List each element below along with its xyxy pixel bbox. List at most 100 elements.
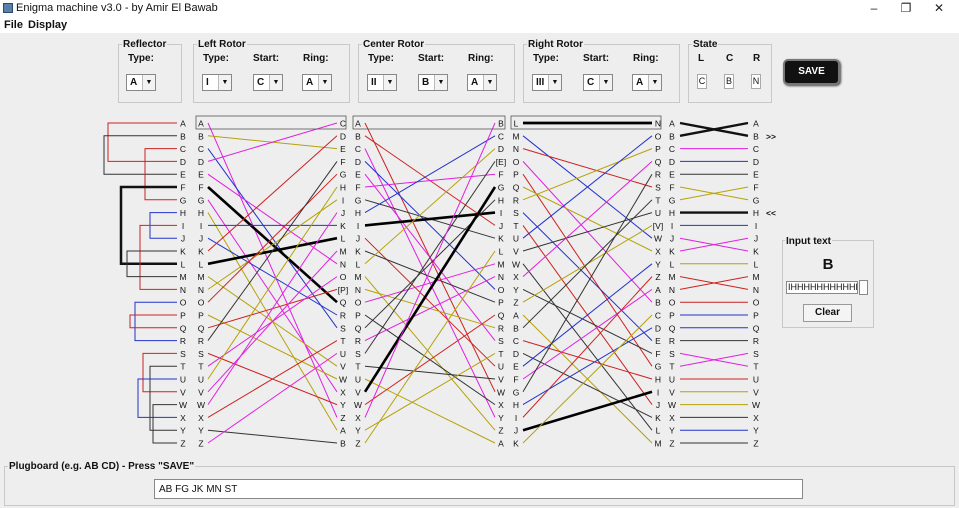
right-rotor-ring-value: A xyxy=(636,77,644,88)
right-rotor-window xyxy=(510,115,662,130)
right-rotor-type-value: III xyxy=(536,77,545,88)
right-rotor-type-select[interactable]: III ▼ xyxy=(532,74,562,91)
center-rotor-type-select[interactable]: II ▼ xyxy=(367,74,397,91)
center-rotor-ring-select[interactable]: A ▼ xyxy=(467,74,497,91)
wire-letter: J xyxy=(754,234,758,244)
wire-letter: J xyxy=(656,400,660,410)
plugboard-group xyxy=(4,466,955,506)
wire-letter: I xyxy=(342,195,344,205)
reflector-type-select[interactable]: A ▼ xyxy=(126,74,156,91)
wire-letter: B xyxy=(198,131,204,141)
wire-letter: U xyxy=(753,375,759,385)
wire-letter: H xyxy=(513,400,519,410)
plugboard-title: Plugboard (e.g. AB CD) - Press "SAVE" xyxy=(8,461,196,472)
state-c-field[interactable]: B xyxy=(724,74,734,89)
wire-letter: H xyxy=(753,208,759,218)
wire-letter: W xyxy=(512,259,520,269)
input-text-field[interactable]: IHHHHHHHHHHH xyxy=(786,281,858,294)
state-r-field[interactable]: N xyxy=(751,74,761,89)
right-rotor-title: Right Rotor xyxy=(527,39,584,50)
wire-letter: R xyxy=(513,195,519,205)
rotor-wire xyxy=(364,173,496,188)
wire-letter: Q xyxy=(669,323,676,333)
reflector-wire xyxy=(139,224,177,290)
rotor-wire xyxy=(364,148,496,265)
rotor-wire xyxy=(522,276,653,418)
wire-letter: V xyxy=(340,362,346,372)
left-rotor-start-label: Start: xyxy=(253,53,280,64)
wire-letter: U xyxy=(180,375,186,385)
reflector-wire xyxy=(137,378,177,418)
wire-letter: I xyxy=(357,221,359,231)
wire-letter: O xyxy=(198,298,205,308)
wire-letter: R xyxy=(669,336,675,346)
right-rotor-start-select[interactable]: C ▼ xyxy=(583,74,613,91)
wire-letter: U xyxy=(355,375,361,385)
wire-letter: X xyxy=(753,413,759,423)
minimize-button[interactable]: – xyxy=(870,1,878,15)
left-rotor-window xyxy=(195,115,347,130)
wire-letter: X xyxy=(513,272,519,282)
left-rotor-ring-select[interactable]: A ▼ xyxy=(302,74,332,91)
reflector-wire xyxy=(152,404,177,444)
wire-letter: T xyxy=(180,362,185,372)
wire-letter: U xyxy=(655,208,661,218)
wire-letter: C xyxy=(513,336,519,346)
wire-letter: N xyxy=(355,285,361,295)
plugboard-wire xyxy=(679,276,749,290)
wire-letter: I xyxy=(200,221,202,231)
java-app-icon xyxy=(3,3,13,13)
wire-letter: S xyxy=(753,349,759,359)
right-rotor-ring-label: Ring: xyxy=(633,53,659,64)
wire-letter: S xyxy=(340,323,346,333)
wire-letter: C xyxy=(498,131,504,141)
wire-letter: K xyxy=(498,234,504,244)
wire-letter: W xyxy=(668,400,676,410)
wire-letter: Y xyxy=(655,259,661,269)
right-rotor-ring-select[interactable]: A ▼ xyxy=(632,74,662,91)
reflector-wire xyxy=(126,250,177,278)
wire-letter: B xyxy=(753,131,759,141)
menu-display[interactable]: Display xyxy=(28,19,68,31)
wire-letter: U xyxy=(198,375,204,385)
wire-lines xyxy=(103,115,749,444)
reflector-type-value: A xyxy=(130,77,138,88)
wire-letter: O xyxy=(498,285,505,295)
rotor-wire xyxy=(207,186,338,380)
menu-file[interactable]: File xyxy=(4,19,23,31)
wire-letter: X xyxy=(498,400,504,410)
clear-button[interactable]: Clear xyxy=(803,304,852,322)
maximize-button[interactable]: ❐ xyxy=(900,1,912,15)
state-l-field[interactable]: C xyxy=(697,74,707,89)
wire-letter: L xyxy=(199,259,204,269)
input-text-scrollbar[interactable] xyxy=(859,280,868,295)
wire-letter: K xyxy=(655,413,661,423)
wire-letter: H xyxy=(180,208,186,218)
wire-letter: K xyxy=(753,247,759,257)
plugboard-input[interactable]: AB FG JK MN ST xyxy=(154,479,803,499)
wire-letter: B xyxy=(669,131,675,141)
center-rotor-start-select[interactable]: B ▼ xyxy=(418,74,448,91)
wire-letter: U xyxy=(498,362,504,372)
wire-letter: N xyxy=(753,285,759,295)
close-button[interactable]: ✕ xyxy=(933,1,945,15)
left-rotor-type-select[interactable]: I ▼ xyxy=(202,74,232,91)
rotor-wire xyxy=(364,211,496,227)
wire-letter: A xyxy=(753,119,759,129)
center-rotor-ring-label: Ring: xyxy=(468,53,494,64)
save-button[interactable]: SAVE xyxy=(783,59,840,85)
wire-letter: D xyxy=(753,157,759,167)
wire-letter: B xyxy=(355,131,361,141)
wire-letter: O xyxy=(655,131,662,141)
wire-letter: I xyxy=(500,208,502,218)
wire-letter: Z xyxy=(180,439,185,449)
rotor-wire xyxy=(522,288,653,380)
wire-letter: F xyxy=(498,170,503,180)
wire-letter: X xyxy=(180,413,186,423)
wire-letter: J xyxy=(356,234,360,244)
wire-letter: R xyxy=(355,336,361,346)
wire-letter: J xyxy=(499,221,503,231)
left-rotor-start-select[interactable]: C ▼ xyxy=(253,74,283,91)
wire-letter: Z xyxy=(198,439,203,449)
reflector-wire xyxy=(134,301,177,342)
